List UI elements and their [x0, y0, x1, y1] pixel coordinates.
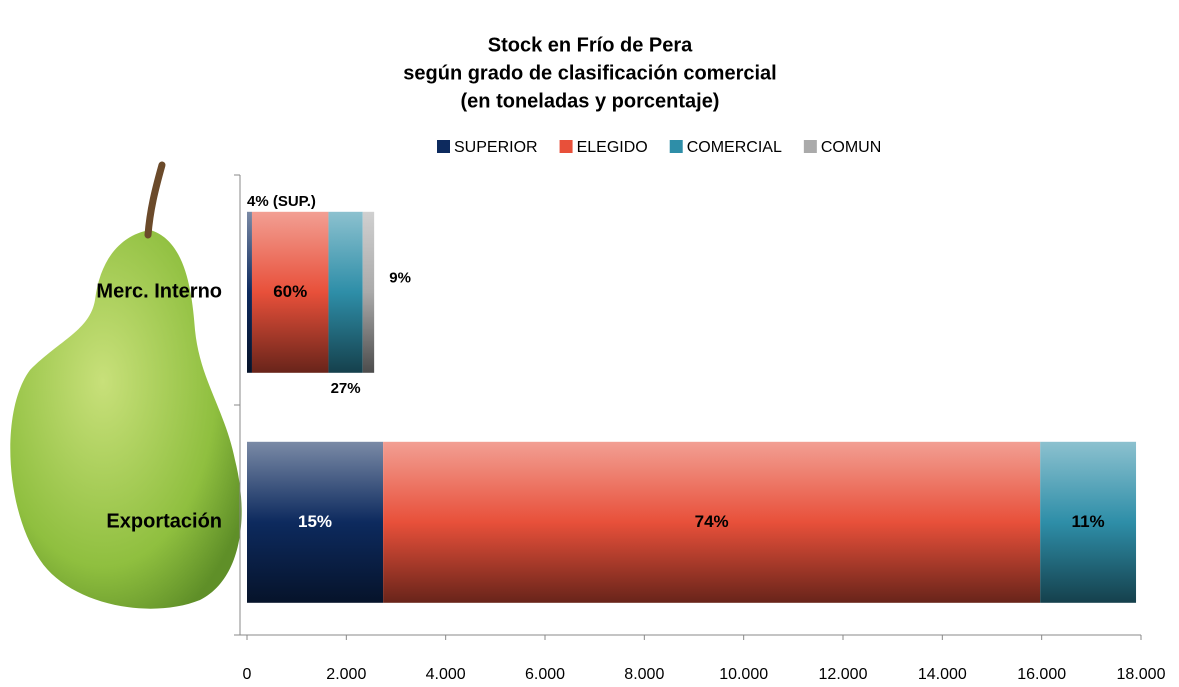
bar-segment — [251, 211, 329, 373]
x-tick-label: 8.000 — [624, 666, 664, 682]
bar-segment — [1040, 441, 1137, 603]
legend-swatch — [559, 140, 573, 153]
pear-image — [10, 161, 242, 609]
legend: SUPERIOR ELEGIDO COMERCIAL COMUN — [437, 139, 881, 156]
x-tick-label: 14.000 — [918, 666, 967, 682]
x-tick-label: 16.000 — [1017, 666, 1066, 682]
bar-segment — [247, 441, 384, 603]
chart-title: Stock en Frío de Pera — [488, 34, 693, 56]
bar-segment — [383, 441, 1041, 603]
legend-swatch — [669, 140, 683, 153]
chart-subtitle: según grado de clasificación comercial — [403, 62, 776, 84]
bar-segment — [362, 211, 375, 373]
legend-label: COMUN — [821, 139, 881, 156]
chart-subtitle: (en toneladas y porcentaje) — [461, 90, 720, 112]
x-tick-label: 4.000 — [426, 666, 466, 682]
x-tick-label: 18.000 — [1117, 666, 1166, 682]
bar-segment — [247, 211, 252, 373]
data-label: 4% (SUP.) — [247, 193, 316, 210]
legend-swatch — [803, 140, 817, 153]
x-tick-label: 12.000 — [819, 666, 868, 682]
legend-label: SUPERIOR — [454, 139, 538, 156]
legend-swatch — [437, 140, 450, 153]
data-label: 60% — [273, 282, 307, 301]
x-tick-label: 2.000 — [326, 666, 366, 682]
x-tick-label: 10.000 — [719, 666, 768, 682]
legend-label: ELEGIDO — [577, 139, 648, 156]
data-label: 27% — [331, 380, 361, 397]
legend-label: COMERCIAL — [687, 139, 782, 156]
y-tick-label: Exportación — [106, 511, 222, 533]
data-label: 74% — [695, 512, 729, 531]
bar-segment — [328, 211, 363, 373]
data-label: 11% — [1072, 512, 1105, 531]
x-tick-label: 6.000 — [525, 666, 565, 682]
x-tick-label: 0 — [243, 666, 252, 682]
data-label: 15% — [298, 512, 332, 531]
y-tick-label: Merc. Interno — [96, 281, 222, 303]
data-label: 9% — [389, 269, 411, 286]
